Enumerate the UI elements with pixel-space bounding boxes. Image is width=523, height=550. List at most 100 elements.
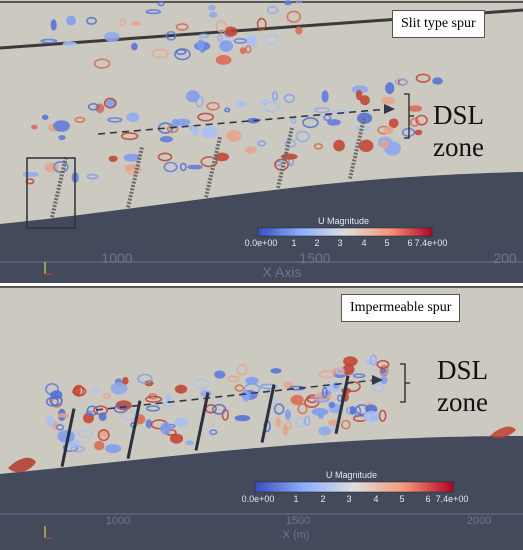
vortex-blob <box>97 429 110 442</box>
spur-structure <box>60 408 76 467</box>
x-tick-label: 1500 <box>285 515 311 527</box>
axis-gizmo <box>44 526 52 539</box>
vortex-blob <box>211 403 227 415</box>
vortex-blob <box>245 45 252 54</box>
vortex-blob <box>151 48 169 59</box>
colorbar <box>257 227 433 237</box>
dsl-arrow-head <box>372 375 383 385</box>
colorbar-title: U Magnitude <box>318 216 370 226</box>
vortex-blob <box>241 390 250 402</box>
vortex-blob <box>270 368 282 374</box>
dsl-bracket <box>400 363 410 403</box>
vortex-blob <box>187 164 203 170</box>
vortex-blob <box>215 20 227 33</box>
vortex-blob <box>197 112 215 122</box>
vortex-blob <box>357 112 373 124</box>
vortex-blob <box>224 26 238 37</box>
vortex-blob <box>145 395 163 403</box>
vortex-blob <box>239 47 247 55</box>
dsl-zone-line1: DSL <box>433 100 485 130</box>
dsl-zone-line2: zone <box>437 387 488 417</box>
vortex-blob <box>74 386 81 396</box>
vortex-blob <box>215 54 232 65</box>
highlight-box <box>26 157 76 229</box>
vortex-blob <box>264 33 279 45</box>
vortex-blob <box>224 107 231 113</box>
dsl-zone-label: DSL zone <box>433 99 484 163</box>
vortex-blob <box>120 132 139 141</box>
vortex-blob <box>160 422 172 435</box>
vortex-blob <box>219 40 234 52</box>
slit-spur-render <box>0 0 523 283</box>
vortex-blob <box>318 426 332 436</box>
vortex-blob <box>198 33 210 39</box>
vortex-blob <box>169 433 184 444</box>
vortex-blob <box>146 405 161 412</box>
vortex-blob <box>378 409 387 422</box>
vortex-blob <box>297 403 308 415</box>
vortex-blob <box>86 16 98 25</box>
vortex-blob <box>233 38 247 44</box>
vortex-blob <box>123 153 140 162</box>
vortex-blob <box>286 10 302 23</box>
vortex-blob <box>415 73 431 83</box>
dsl-zone-line2: zone <box>433 132 484 162</box>
vortex-blob <box>383 126 394 135</box>
vortex-blob <box>93 58 111 69</box>
vortex-blob <box>244 146 257 154</box>
colorbar-tick: 5 <box>399 494 405 504</box>
vortex-blob <box>98 412 107 422</box>
vortex-blob <box>235 100 247 108</box>
vortex-blob <box>121 409 136 421</box>
vortex-blob <box>273 403 285 415</box>
vortex-blob <box>103 97 117 109</box>
vortex-blob <box>354 405 362 418</box>
x-tick-label: 1000 <box>101 250 133 266</box>
vortex-blob <box>340 419 351 430</box>
impermeable-spur-panel: Impermeable spur DSL zone U Magnitude 0.… <box>0 286 523 550</box>
vortex-blob <box>256 17 267 31</box>
vortex-blob <box>70 445 86 453</box>
left-eddy <box>8 457 36 473</box>
vortex-blob <box>126 112 140 122</box>
vortex-blob <box>283 93 295 104</box>
vortex-blob <box>379 364 389 377</box>
vortex-blob <box>193 378 210 390</box>
vortex-blob <box>245 376 259 385</box>
vortex-blob <box>122 376 129 385</box>
vortex-blob <box>125 164 142 175</box>
vortex-blob <box>77 430 93 439</box>
channel-bed <box>0 172 523 283</box>
vortex-blob <box>333 139 345 152</box>
vortex-blob <box>432 77 443 85</box>
vortex-blob <box>217 34 223 42</box>
vortex-blob <box>206 101 220 111</box>
vortex-blob <box>415 114 428 126</box>
vortex-blob <box>408 105 423 112</box>
spur-structure <box>194 392 210 451</box>
vortex-blob <box>86 173 99 180</box>
colorbar-tick: 0.0e+00 <box>244 238 278 248</box>
colorbar-tick: 6 <box>425 494 431 504</box>
vortex-blob <box>175 23 189 31</box>
impermeable-spur-render <box>0 286 523 550</box>
vortex-blob <box>107 117 123 123</box>
vortex-blob <box>355 89 363 101</box>
vortex-blob <box>131 42 138 51</box>
vortex-blob <box>22 171 39 177</box>
colorbar-tick: 3 <box>337 238 343 248</box>
vortex-blob <box>263 101 280 113</box>
vortex-blob <box>214 370 226 379</box>
vortex-blob <box>157 152 173 162</box>
vortex-blob <box>157 0 165 7</box>
vortex-blob <box>62 41 78 47</box>
vortex-blob <box>45 415 55 427</box>
colorbar-tick: 0.0e+00 <box>241 494 275 504</box>
colorbar-tick: 3 <box>346 494 352 504</box>
vortex-blob <box>365 358 375 365</box>
vortex-blob <box>226 375 240 383</box>
x-tick-label: 200 <box>493 250 517 266</box>
vortex-blob <box>318 370 336 379</box>
vortex-blob <box>234 384 245 392</box>
